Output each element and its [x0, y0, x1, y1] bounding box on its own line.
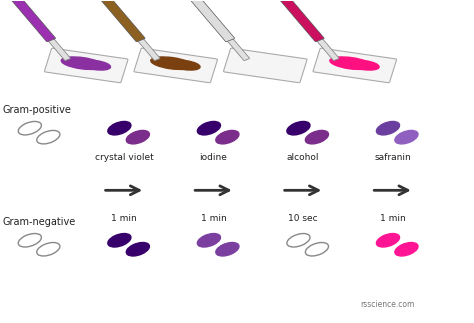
FancyBboxPatch shape	[48, 38, 71, 60]
Ellipse shape	[330, 57, 372, 69]
Text: safranin: safranin	[374, 152, 411, 162]
Ellipse shape	[197, 121, 220, 135]
Ellipse shape	[37, 130, 60, 144]
Ellipse shape	[287, 121, 310, 135]
Ellipse shape	[350, 60, 379, 70]
Ellipse shape	[108, 121, 131, 135]
FancyBboxPatch shape	[0, 0, 55, 42]
Ellipse shape	[305, 130, 328, 144]
Ellipse shape	[151, 57, 192, 69]
FancyBboxPatch shape	[227, 38, 249, 60]
Ellipse shape	[305, 243, 328, 256]
Ellipse shape	[287, 234, 310, 247]
Ellipse shape	[126, 243, 149, 256]
Text: Gram-negative: Gram-negative	[2, 217, 75, 227]
FancyBboxPatch shape	[134, 48, 218, 83]
Ellipse shape	[61, 57, 103, 69]
Text: 10 sec: 10 sec	[288, 214, 318, 223]
Ellipse shape	[376, 234, 400, 247]
Ellipse shape	[395, 243, 418, 256]
Text: crystal violet: crystal violet	[94, 152, 153, 162]
Ellipse shape	[18, 234, 41, 247]
Ellipse shape	[18, 121, 41, 135]
Ellipse shape	[395, 130, 418, 144]
FancyBboxPatch shape	[263, 0, 324, 42]
Text: iodine: iodine	[200, 152, 228, 162]
Ellipse shape	[171, 60, 200, 70]
Text: 1 min: 1 min	[380, 214, 405, 223]
FancyBboxPatch shape	[45, 48, 128, 83]
FancyBboxPatch shape	[313, 48, 397, 83]
Ellipse shape	[197, 234, 220, 247]
Ellipse shape	[108, 234, 131, 247]
Text: rsscience.com: rsscience.com	[361, 300, 415, 309]
Ellipse shape	[216, 130, 239, 144]
Text: 1 min: 1 min	[201, 214, 226, 223]
Text: alcohol: alcohol	[287, 152, 319, 162]
FancyBboxPatch shape	[137, 38, 160, 60]
Ellipse shape	[376, 121, 400, 135]
FancyBboxPatch shape	[173, 0, 235, 42]
Ellipse shape	[216, 243, 239, 256]
FancyBboxPatch shape	[84, 0, 145, 42]
Ellipse shape	[126, 130, 149, 144]
Ellipse shape	[37, 243, 60, 256]
Text: 1 min: 1 min	[111, 214, 137, 223]
Ellipse shape	[82, 60, 110, 70]
Text: Gram-positive: Gram-positive	[2, 105, 71, 115]
FancyBboxPatch shape	[224, 48, 307, 83]
FancyBboxPatch shape	[317, 38, 339, 60]
